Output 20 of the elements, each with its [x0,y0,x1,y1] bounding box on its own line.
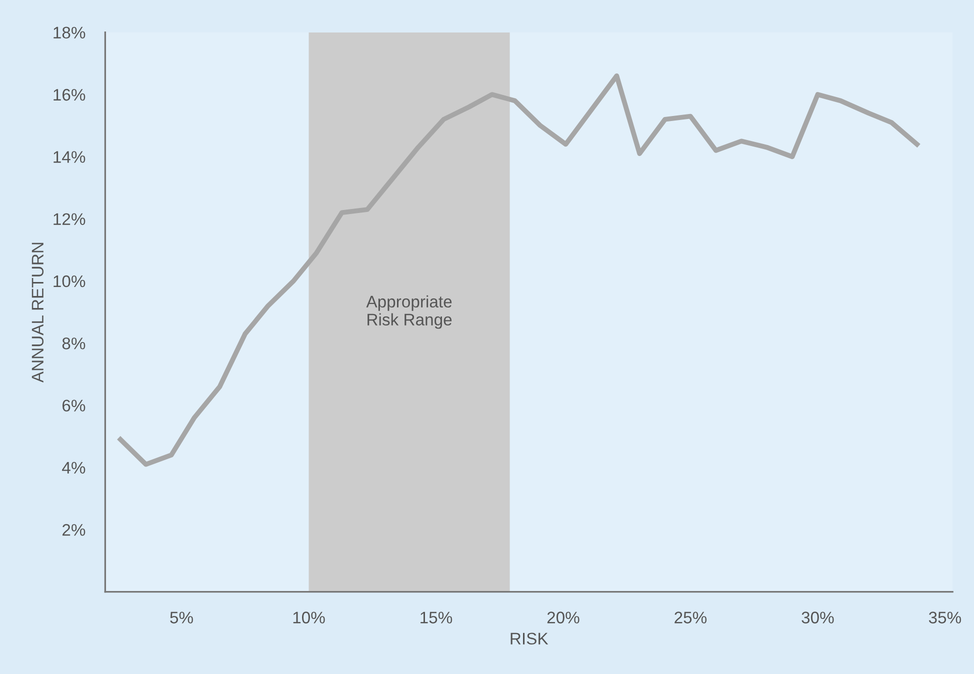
x-tick-label: 35% [928,612,962,624]
x-tick-label: 5% [170,612,193,624]
y-tick-label: 12% [54,213,86,225]
x-tick-label: 15% [420,612,452,624]
line-series [118,73,920,467]
y-tick-label: 14% [54,151,86,163]
x-tick-label: 20% [547,612,580,624]
y-tick-label: 4% [62,462,86,474]
y-axis-title: ANNUAL RETURN [32,242,44,383]
x-tick-label: 10% [293,612,325,624]
y-tick-label: 6% [62,400,86,412]
y-tick-label: 8% [62,338,86,350]
x-axis-title: RISK [510,632,548,645]
y-tick-label: 10% [54,275,86,288]
band-label: Appropriate Risk Range [366,295,452,329]
x-tick-label: 30% [802,612,834,624]
y-tick-label: 16% [54,88,86,101]
y-tick-label: 2% [62,524,86,536]
y-tick-label: 18% [54,26,86,39]
x-tick-label: 25% [674,612,707,624]
